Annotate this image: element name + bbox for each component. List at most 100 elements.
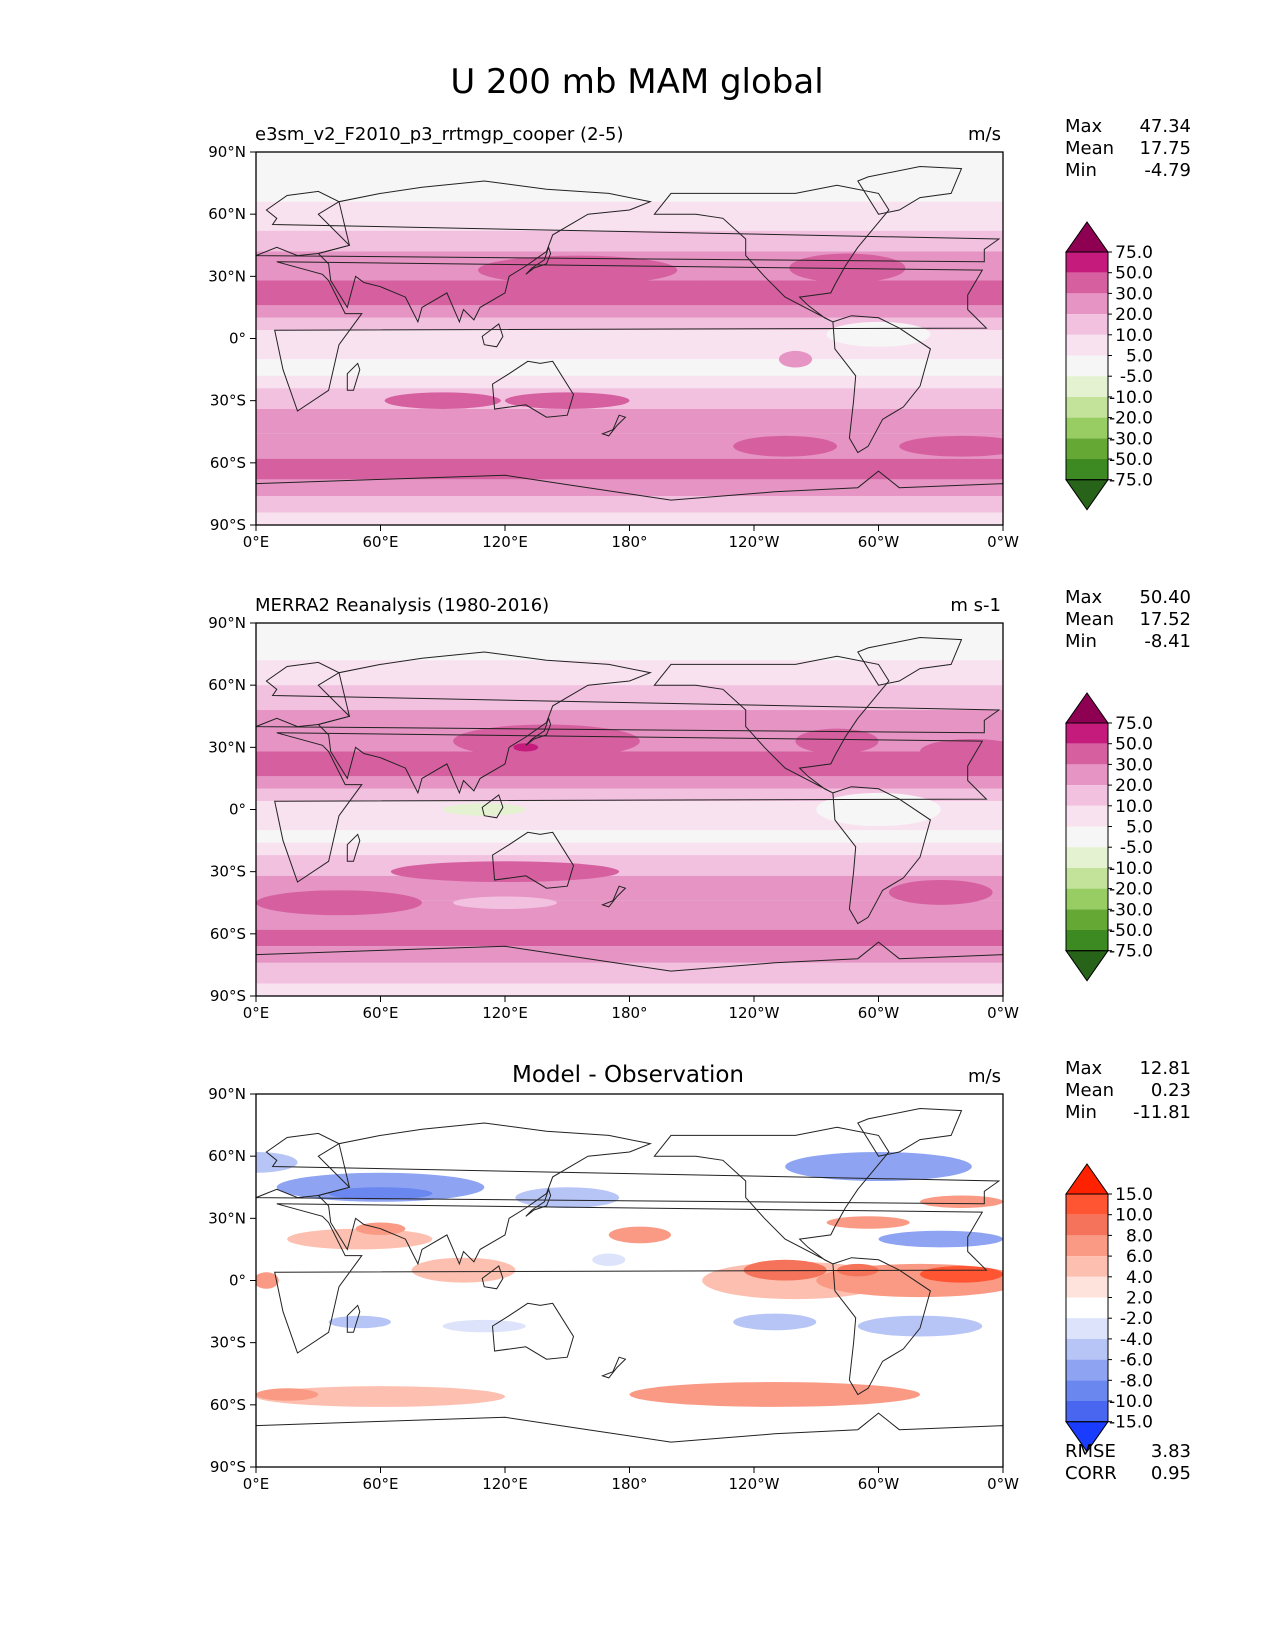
stat-label-max: Max bbox=[1065, 116, 1103, 137]
lon-tick-label: 0°E bbox=[243, 1475, 270, 1493]
contour-band bbox=[256, 375, 1003, 389]
colorbar-segment bbox=[1066, 847, 1108, 868]
contour-blob bbox=[816, 792, 941, 827]
colorbar-segment bbox=[1066, 376, 1108, 397]
colorbar-level-label: -20.0 bbox=[1109, 409, 1153, 429]
lon-tick-label: 60°W bbox=[858, 533, 900, 551]
colorbar-level-label: -4.0 bbox=[1120, 1330, 1153, 1350]
coastline-greenland bbox=[857, 636, 963, 686]
contour-blob bbox=[453, 896, 557, 909]
contour-blob bbox=[256, 1272, 279, 1289]
contour-band bbox=[256, 230, 1003, 252]
colorbar-level-label: 20.0 bbox=[1115, 776, 1153, 796]
lon-tick-label: 120°E bbox=[482, 533, 528, 551]
colorbar-level-label: -20.0 bbox=[1109, 880, 1153, 900]
colorbar-level-label: 75.0 bbox=[1115, 243, 1153, 263]
colorbar-level-label: -6.0 bbox=[1120, 1351, 1153, 1371]
colorbar-level-label: 15.0 bbox=[1115, 1185, 1153, 1205]
lon-tick-label: 60°E bbox=[362, 533, 398, 551]
colorbar-frame bbox=[1065, 251, 1109, 481]
colorbar-level-label: -5.0 bbox=[1120, 838, 1153, 858]
lon-tick-label: 180° bbox=[611, 1004, 647, 1022]
coastline-north-america bbox=[653, 655, 890, 794]
stat-label-max: Max bbox=[1065, 1058, 1103, 1079]
stat-label-mean: Mean bbox=[1065, 138, 1114, 159]
lon-tick-label: 120°W bbox=[729, 1475, 780, 1493]
contour-band bbox=[256, 458, 1003, 480]
footer-stat-label-corr: CORR bbox=[1065, 1463, 1117, 1484]
contour-blob bbox=[592, 1253, 626, 1266]
contour-band bbox=[256, 168, 1003, 202]
contour-blob bbox=[442, 803, 526, 816]
colorbar-level-label: -30.0 bbox=[1109, 900, 1153, 920]
lon-tick-label: 0°E bbox=[243, 1004, 270, 1022]
colorbar-extend-min bbox=[1065, 479, 1109, 511]
contour-band bbox=[256, 359, 1003, 376]
colorbar-level-label: -75.0 bbox=[1109, 471, 1153, 491]
lat-tick-label: 30°S bbox=[210, 392, 246, 410]
contour-band bbox=[256, 639, 1003, 661]
colorbar-level-label: -8.0 bbox=[1120, 1371, 1153, 1391]
contour-blob bbox=[920, 739, 1003, 764]
colorbar-segment bbox=[1066, 1194, 1108, 1215]
lat-tick-label: 0° bbox=[229, 801, 246, 819]
coastline-australia bbox=[491, 1302, 575, 1360]
contour-blob bbox=[478, 255, 678, 285]
contour-band bbox=[256, 946, 1003, 963]
panel-title: Model - Observation bbox=[512, 1062, 744, 1088]
contour-blob bbox=[778, 350, 813, 368]
contour-band bbox=[256, 776, 1003, 789]
contour-band bbox=[256, 929, 1003, 947]
colorbar-segment bbox=[1066, 252, 1108, 273]
coastline-madagascar bbox=[346, 833, 361, 862]
contour-blob bbox=[276, 1172, 485, 1202]
panel-title: e3sm_v2_F2010_p3_rrtmgp_cooper (2-5) bbox=[255, 124, 624, 145]
contour-band bbox=[256, 280, 1003, 306]
colorbar-segment bbox=[1066, 355, 1108, 377]
colorbar-segment bbox=[1066, 785, 1108, 806]
coastline-borneo-indonesia bbox=[481, 1265, 504, 1290]
contour-band bbox=[256, 433, 1003, 459]
contour-blob bbox=[390, 861, 620, 883]
colorbar-level-label: -10.0 bbox=[1109, 859, 1153, 879]
contour-blob bbox=[785, 1152, 972, 1182]
lon-tick-label: 60°W bbox=[858, 1004, 900, 1022]
contour-blob bbox=[733, 1313, 817, 1331]
colorbar: 75.050.030.020.010.05.0-5.0-10.0-20.0-30… bbox=[1065, 692, 1153, 982]
stat-value-max: 50.40 bbox=[1139, 587, 1191, 608]
colorbar-frame bbox=[1065, 722, 1109, 952]
lat-tick-label: 0° bbox=[229, 330, 246, 348]
contour-band bbox=[256, 983, 1003, 996]
lon-tick-label: 120°E bbox=[482, 1004, 528, 1022]
stat-value-mean: 0.23 bbox=[1151, 1080, 1191, 1101]
coastline-asia bbox=[317, 651, 653, 795]
colorbar-segment bbox=[1066, 1297, 1108, 1319]
colorbar-level-label: -50.0 bbox=[1109, 921, 1153, 941]
stat-value-max: 47.34 bbox=[1139, 116, 1191, 137]
stat-value-mean: 17.52 bbox=[1139, 609, 1191, 630]
colorbar-level-label: -10.0 bbox=[1109, 388, 1153, 408]
colorbar-level-label: 10.0 bbox=[1115, 1206, 1153, 1226]
colorbar-level-label: 4.0 bbox=[1126, 1268, 1153, 1288]
panel-units: m/s bbox=[968, 1066, 1001, 1087]
contour-blob bbox=[826, 1216, 910, 1229]
colorbar-level-label: 50.0 bbox=[1115, 735, 1153, 755]
field-contours bbox=[256, 623, 1003, 996]
colorbar-segment bbox=[1066, 1276, 1108, 1298]
colorbar-extend-max bbox=[1065, 1163, 1109, 1195]
contour-blob bbox=[920, 1265, 1003, 1283]
colorbar-extend-max bbox=[1065, 692, 1109, 724]
coastline-japan bbox=[525, 1187, 552, 1217]
coastline-north-america bbox=[653, 184, 890, 323]
contour-blob bbox=[328, 1187, 433, 1200]
colorbar-level-label: 10.0 bbox=[1115, 326, 1153, 346]
colorbar-segment bbox=[1066, 293, 1108, 315]
colorbar-segment bbox=[1066, 396, 1108, 418]
footer-stat-label-rmse: RMSE bbox=[1065, 1441, 1116, 1462]
contour-blob bbox=[411, 1257, 516, 1283]
coastline-new-zealand bbox=[601, 885, 627, 908]
contour-band bbox=[256, 317, 1003, 331]
colorbar: 75.050.030.020.010.05.0-5.0-10.0-20.0-30… bbox=[1065, 221, 1153, 511]
colorbar-level-label: 50.0 bbox=[1115, 264, 1153, 284]
contour-band bbox=[256, 788, 1003, 802]
